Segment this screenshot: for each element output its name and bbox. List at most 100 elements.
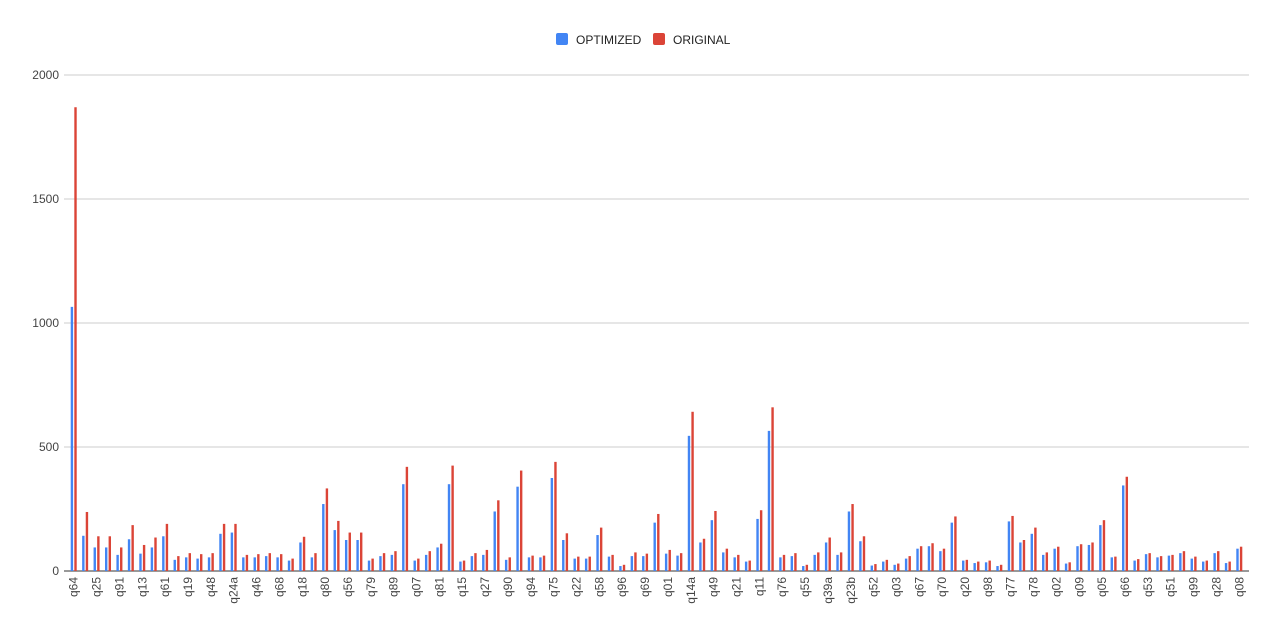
bar-original-q62 — [908, 556, 911, 571]
bar-optimized-q09 — [1076, 546, 1079, 571]
bar-optimized-q73 — [287, 560, 291, 571]
y-tick-label: 1500 — [32, 192, 59, 206]
bar-optimized-q41 — [836, 554, 839, 571]
bar-optimized-q49 — [710, 520, 714, 571]
bar-optimized-q75 — [550, 478, 554, 571]
bar-original-q71 — [497, 500, 500, 571]
x-tick-label: q68 — [272, 577, 286, 597]
bar-optimized-q78 — [1030, 533, 1033, 571]
bar-original-q48 — [211, 553, 214, 571]
bar-original-q28 — [1217, 551, 1220, 571]
bar-original-q75 — [554, 461, 557, 571]
bar-original-q06 — [1159, 556, 1163, 571]
bar-optimized-q30 — [402, 484, 405, 571]
x-tick-label: q70 — [935, 577, 949, 597]
bar-original-q55 — [805, 564, 809, 571]
y-tick-label: 0 — [52, 564, 59, 578]
bar-original-q72 — [337, 520, 340, 571]
bar-optimized-q12 — [539, 557, 542, 571]
bar-optimized-q37 — [584, 558, 588, 571]
bar-optimized-q89 — [390, 554, 394, 571]
bar-optimized-q99 — [1064, 563, 1068, 571]
x-tick-label: q52 — [867, 577, 881, 597]
bar-original-q98 — [988, 560, 991, 571]
bar-original-q30 — [405, 466, 409, 571]
bar-original-q18 — [302, 536, 306, 571]
legend-swatch-optimized — [556, 33, 568, 45]
bar-optimized-q71 — [927, 546, 931, 571]
bar-optimized-q10 — [173, 559, 176, 571]
bar-original-q10 — [177, 556, 180, 571]
bar-original-q78 — [1034, 527, 1037, 571]
bar-optimized-q85 — [630, 556, 634, 571]
bar-optimized-q26 — [424, 554, 428, 571]
bar-optimized-q04 — [1042, 554, 1045, 571]
bar-original-q60 — [268, 553, 271, 571]
x-tick-label: q15 — [455, 577, 469, 597]
bar-original-q99 — [1068, 562, 1071, 571]
bar-original-q07 — [417, 558, 420, 571]
bar-original-q39a — [828, 537, 831, 571]
bar-optimized-q72 — [333, 530, 336, 571]
bar-optimized-q24a — [230, 532, 234, 571]
bar-optimized-q18 — [299, 542, 302, 571]
x-tick-label: q20 — [958, 577, 972, 597]
x-tick-label: q89 — [387, 577, 401, 597]
bar-original-q19 — [188, 553, 191, 571]
bar-optimized-q65 — [356, 540, 359, 571]
legend-swatch-original — [653, 33, 665, 45]
bar-optimized-q15 — [459, 561, 462, 571]
x-tick-label: q24a — [227, 577, 241, 604]
bar-original-q04 — [1045, 552, 1049, 571]
bar-optimized-q09 — [607, 556, 611, 571]
bar-original-q46 — [257, 554, 260, 571]
y-tick-label: 1000 — [32, 316, 59, 330]
bar-optimized-q87 — [950, 522, 954, 571]
y-tick-label: 2000 — [32, 68, 59, 82]
bar-original-q21 — [737, 554, 740, 571]
bar-optimized-q62 — [996, 566, 999, 571]
x-tick-label: q13 — [135, 577, 149, 597]
bar-optimized-q98 — [973, 563, 976, 571]
bar-original-q11 — [759, 510, 763, 571]
bar-original-q43 — [748, 560, 751, 571]
x-tick-label: q56 — [341, 577, 355, 597]
bar-original-q63 — [657, 513, 660, 571]
bar-optimized-q56 — [344, 540, 348, 571]
bar-optimized-q60 — [264, 556, 268, 571]
bar-optimized-q43 — [744, 561, 748, 571]
bar-optimized-q67 — [916, 548, 919, 571]
bar-optimized-q62 — [904, 558, 908, 571]
legend-label-optimized: OPTIMIZED — [576, 33, 642, 47]
x-tick-label: q09 — [1072, 577, 1086, 597]
bar-optimized-q39a — [824, 542, 828, 571]
x-tick-label: q51 — [1164, 577, 1178, 597]
bar-optimized-q69 — [642, 556, 645, 571]
x-tick-label: q21 — [729, 577, 743, 597]
bar-optimized-q47 — [516, 486, 519, 571]
bar-original-q98 — [977, 561, 980, 571]
bar-original-q80 — [325, 488, 329, 571]
bar-optimized-q22 — [82, 535, 85, 571]
y-axis-tick-labels: 0 500 1000 1500 2000 — [32, 68, 59, 578]
bar-original-q09 — [1079, 544, 1083, 571]
bar-original-q70 — [942, 548, 946, 571]
bar-optimized-q61 — [162, 536, 165, 571]
bar-original-q26 — [428, 551, 431, 571]
bar-original-q66 — [1125, 476, 1129, 571]
bar-optimized-q82 — [1087, 544, 1091, 571]
bar-optimized-q27 — [482, 554, 485, 571]
bar-optimized-q45 — [242, 557, 245, 571]
bar-optimized-q52 — [870, 565, 874, 571]
x-tick-label: q18 — [295, 577, 309, 597]
bar-optimized-q16 — [813, 554, 816, 571]
x-tick-label: q94 — [524, 577, 538, 597]
bar-optimized-q74 — [1179, 553, 1182, 571]
bars — [70, 107, 1243, 572]
legend-label-original: ORIGINAL — [673, 33, 731, 47]
x-tick-label: q27 — [478, 577, 492, 597]
x-tick-label: q19 — [181, 577, 195, 597]
bar-original-q40 — [451, 465, 454, 571]
bar-original-q65 — [359, 532, 363, 571]
